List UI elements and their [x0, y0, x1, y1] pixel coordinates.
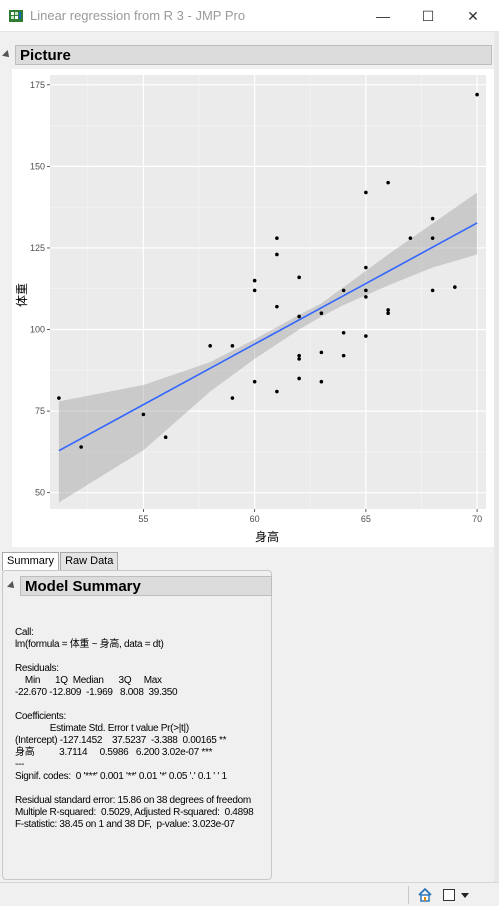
y-tick-label: 75 — [35, 406, 45, 416]
x-tick-label: 65 — [361, 514, 371, 524]
y-axis-label: 体重 — [15, 283, 29, 307]
minimize-button[interactable]: — — [376, 8, 390, 24]
residuals-header: Min 1Q Median 3Q Max — [15, 675, 162, 686]
coefficients-header: Estimate Std. Error t value Pr(>|t|) — [15, 723, 189, 734]
disclosure-triangle-icon[interactable] — [2, 50, 12, 60]
data-point — [297, 376, 301, 381]
regression-line — [58, 222, 478, 452]
data-point — [79, 445, 83, 449]
data-point — [341, 288, 346, 293]
data-point — [430, 216, 435, 221]
data-point — [57, 396, 61, 400]
status-separator — [408, 886, 409, 904]
minor-grid — [50, 75, 486, 509]
f-statistic: F-statistic: 38.45 on 1 and 38 DF, p-val… — [15, 819, 235, 830]
data-point — [319, 379, 324, 384]
signif-codes: Signif. codes: 0 '***' 0.001 '**' 0.01 '… — [15, 771, 227, 782]
data-point — [275, 389, 279, 394]
data-point — [297, 357, 301, 361]
tab-raw-data[interactable]: Raw Data — [60, 552, 119, 570]
data-point — [275, 252, 279, 257]
x-axis-label: 身高 — [255, 529, 279, 544]
home-icon[interactable] — [417, 887, 433, 903]
scatter-chart: 55 60 65 70 50 75 100 125 150 175 身高 体重 — [15, 75, 486, 544]
data-point — [275, 236, 279, 240]
data-point — [341, 353, 346, 358]
plot-panel — [50, 75, 486, 509]
confidence-band — [58, 192, 478, 503]
data-point — [364, 334, 368, 338]
data-point — [319, 311, 324, 316]
data-point — [252, 379, 257, 384]
data-point — [475, 92, 479, 97]
residuals-values: -22.670 -12.809 -1.969 8.008 39.350 — [15, 687, 178, 698]
coefficients-height-row: 身高 3.7114 0.5986 6.200 3.02e-07 *** — [15, 747, 213, 758]
picture-outline-header[interactable]: Picture — [2, 45, 492, 65]
data-point — [230, 344, 235, 348]
y-tick-label: 125 — [30, 243, 45, 253]
data-point — [386, 311, 390, 316]
coefficients-label: Coefficients: — [15, 711, 66, 722]
data-point — [141, 412, 146, 417]
data-point — [163, 435, 168, 440]
title-bar: Linear regression from R 3 - JMP Pro — ☐… — [0, 0, 499, 32]
model-summary-outline-header[interactable]: Model Summary — [7, 576, 272, 596]
residual-standard-error: Residual standard error: 15.86 on 38 deg… — [15, 795, 251, 806]
data-points — [57, 92, 479, 449]
call-label: Call: — [15, 627, 34, 638]
summary-panel: Model Summary Call: lm(formula = 体重 ~ 身高… — [2, 570, 272, 880]
status-bar — [0, 882, 499, 906]
data-point — [364, 288, 368, 293]
r-output-text: Call: lm(formula = 体重 ~ 身高, data = dt) R… — [15, 627, 254, 831]
disclosure-triangle-icon[interactable] — [7, 581, 17, 591]
y-tick-label: 175 — [30, 80, 45, 90]
maximize-button[interactable]: ☐ — [421, 8, 435, 24]
data-point — [364, 265, 368, 270]
tab-summary[interactable]: Summary — [2, 552, 60, 571]
data-point — [297, 314, 301, 319]
data-point — [430, 236, 435, 240]
residuals-label: Residuals: — [15, 663, 59, 674]
picture-title: Picture — [15, 45, 492, 65]
data-point — [275, 304, 279, 309]
tab-bar: Summary Raw Data — [2, 552, 119, 571]
data-point — [386, 308, 390, 312]
data-point — [386, 180, 390, 185]
regression-plot: 55 60 65 70 50 75 100 125 150 175 身高 体重 — [12, 69, 494, 547]
data-point — [364, 295, 368, 299]
model-summary-title: Model Summary — [20, 576, 272, 596]
coefficients-intercept-row: (Intercept) -127.1452 37.5237 -3.388 0.0… — [15, 735, 227, 746]
data-point — [230, 396, 235, 400]
window-right-edge — [494, 32, 499, 882]
data-point — [297, 275, 301, 280]
data-point — [430, 288, 435, 293]
close-button[interactable]: ✕ — [467, 8, 479, 24]
data-point — [252, 288, 257, 293]
y-tick-label: 150 — [30, 161, 45, 171]
x-tick-label: 70 — [472, 514, 482, 524]
data-point — [453, 285, 457, 289]
checkbox-icon[interactable] — [443, 889, 455, 901]
call-line: lm(formula = 体重 ~ 身高, data = dt) — [15, 639, 164, 650]
x-tick-label: 60 — [250, 514, 260, 524]
data-point — [408, 236, 413, 240]
data-point — [208, 344, 212, 348]
axis-ticks: 55 60 65 70 50 75 100 125 150 175 — [30, 80, 482, 524]
data-point — [319, 350, 324, 355]
jmp-app-icon — [9, 10, 23, 22]
window-title: Linear regression from R 3 - JMP Pro — [30, 8, 246, 23]
data-point — [341, 330, 346, 335]
r-squared: Multiple R-squared: 0.5029, Adjusted R-s… — [15, 807, 254, 818]
dropdown-arrow-icon[interactable] — [461, 893, 469, 898]
data-point — [364, 190, 368, 195]
y-tick-label: 100 — [30, 325, 45, 335]
data-point — [297, 353, 301, 358]
separator-line: --- — [15, 759, 25, 770]
x-tick-label: 55 — [138, 514, 148, 524]
data-point — [252, 278, 257, 283]
y-tick-label: 50 — [35, 488, 45, 498]
major-grid — [50, 75, 486, 509]
